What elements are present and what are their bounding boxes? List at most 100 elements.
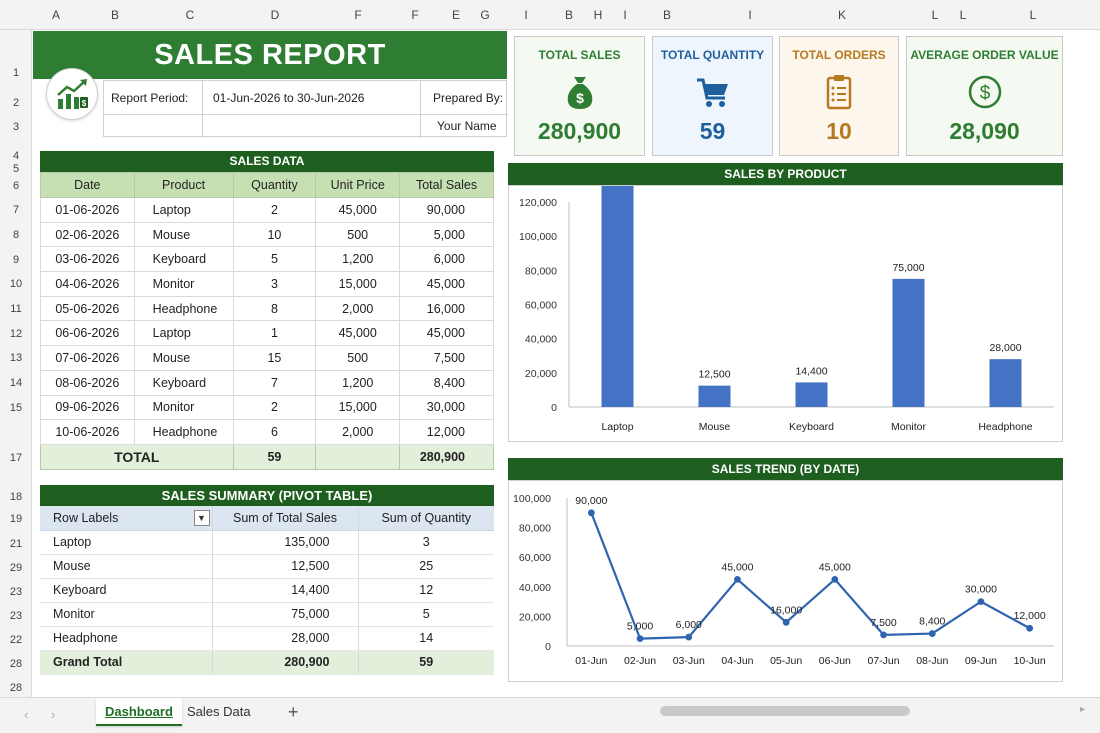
pivot-cell[interactable]: Mouse <box>40 554 213 579</box>
table-cell[interactable]: 15 <box>232 345 317 371</box>
table-cell[interactable]: Laptop <box>133 320 234 347</box>
column-header[interactable]: C <box>185 8 195 22</box>
pivot-header-row-labels[interactable]: Row Labels ▼ <box>40 506 213 531</box>
column-header[interactable]: D <box>270 8 280 22</box>
column-header[interactable]: L <box>1029 8 1037 22</box>
column-header[interactable]: G <box>480 8 490 22</box>
table-cell[interactable]: 45,000 <box>315 197 401 223</box>
table-cell[interactable]: 8,400 <box>399 369 494 396</box>
tab-dashboard[interactable]: Dashboard <box>96 698 182 726</box>
table-cell[interactable]: 7 <box>232 369 317 396</box>
table-cell[interactable]: 45,000 <box>399 320 494 347</box>
column-header[interactable]: H <box>593 8 603 22</box>
column-header[interactable]: E <box>451 8 460 22</box>
pivot-cell[interactable]: Headphone <box>40 626 213 651</box>
scroll-tabs-right-icon[interactable]: › <box>51 707 56 722</box>
pivot-cell[interactable]: Laptop <box>40 530 213 555</box>
column-header[interactable]: F <box>354 8 362 22</box>
pivot-cell[interactable]: 28,000 <box>212 626 359 651</box>
table-cell[interactable]: 05-06-2026 <box>40 295 135 322</box>
column-header[interactable]: K <box>837 8 846 22</box>
table-cell[interactable]: 45,000 <box>315 320 401 347</box>
row-header[interactable]: 8 <box>12 229 20 241</box>
table-cell[interactable]: 01-06-2026 <box>40 197 135 223</box>
column-header[interactable]: L <box>959 8 967 22</box>
table-cell[interactable]: 1,200 <box>315 369 401 396</box>
table-cell[interactable]: Monitor <box>133 271 234 297</box>
table-cell[interactable]: 08-06-2026 <box>40 369 135 396</box>
table-cell[interactable]: 03-06-2026 <box>40 246 135 273</box>
table-cell[interactable]: 500 <box>315 221 401 248</box>
table-cell[interactable]: 7,500 <box>399 345 494 371</box>
horizontal-scrollbar[interactable] <box>660 706 910 716</box>
table-cell[interactable]: Mouse <box>133 345 234 371</box>
table-cell[interactable]: 2,000 <box>315 419 401 445</box>
sales-by-product-chart[interactable]: 0 20,000 40,000 60,000 80,000 100,000 120,000 1… <box>508 159 1063 442</box>
pivot-cell[interactable]: 135,000 <box>212 530 359 555</box>
row-header[interactable]: 1 <box>12 67 20 79</box>
table-cell[interactable]: 06-06-2026 <box>40 320 135 347</box>
column-header[interactable]: I <box>524 8 528 22</box>
table-cell[interactable]: 15,000 <box>315 271 401 297</box>
pivot-cell[interactable]: 14 <box>358 626 494 651</box>
row-header[interactable]: 18 <box>9 491 23 503</box>
column-header[interactable]: B <box>110 8 119 22</box>
row-header[interactable]: 9 <box>12 254 20 266</box>
pivot-cell[interactable]: Keyboard <box>40 578 213 603</box>
column-header[interactable]: B <box>564 8 573 22</box>
pivot-cell[interactable]: 3 <box>358 530 494 555</box>
table-cell[interactable]: 09-06-2026 <box>40 394 135 421</box>
tab-sales-data[interactable]: Sales Data <box>187 704 251 719</box>
table-cell[interactable]: 5,000 <box>399 221 494 248</box>
row-header[interactable]: 13 <box>9 352 23 364</box>
table-cell[interactable]: 90,000 <box>399 197 494 223</box>
row-header[interactable]: 12 <box>9 328 23 340</box>
column-header[interactable]: I <box>623 8 627 22</box>
column-header[interactable]: I <box>748 8 752 22</box>
row-header[interactable]: 5 <box>12 163 20 175</box>
table-cell[interactable]: Monitor <box>133 394 234 421</box>
column-header[interactable]: L <box>931 8 939 22</box>
row-header[interactable]: 15 <box>9 402 23 414</box>
scroll-tabs-left-icon[interactable]: ‹ <box>24 707 29 722</box>
table-cell[interactable]: 10-06-2026 <box>40 419 135 445</box>
table-cell[interactable]: 12,000 <box>399 419 494 445</box>
table-cell[interactable]: 04-06-2026 <box>40 271 135 297</box>
row-header[interactable]: 28 <box>9 658 23 670</box>
pivot-cell[interactable]: 14,400 <box>212 578 359 603</box>
prepared-by-value[interactable]: Your Name <box>437 119 497 133</box>
row-header[interactable]: 3 <box>12 121 20 133</box>
table-cell[interactable]: 2 <box>232 197 317 223</box>
row-header[interactable]: 23 <box>9 610 23 622</box>
pivot-cell[interactable]: 12 <box>358 578 494 603</box>
column-header[interactable]: F <box>411 8 419 22</box>
row-header[interactable]: 17 <box>9 452 23 464</box>
row-header[interactable]: 28 <box>9 682 23 694</box>
row-header[interactable]: 19 <box>9 513 23 525</box>
pivot-cell[interactable]: Monitor <box>40 602 213 627</box>
table-cell[interactable]: 1,200 <box>315 246 401 273</box>
sales-trend-chart[interactable]: 0 20,000 40,000 60,000 80,000 100,000 90,000 01… <box>508 480 1063 682</box>
table-cell[interactable]: Headphone <box>133 419 234 445</box>
table-cell[interactable]: 16,000 <box>399 295 494 322</box>
row-header[interactable]: 6 <box>12 180 20 192</box>
report-period-value[interactable]: 01-Jun-2026 to 30-Jun-2026 <box>213 91 365 105</box>
scroll-right-icon[interactable]: ▸ <box>1080 704 1086 715</box>
filter-dropdown-icon[interactable]: ▼ <box>193 510 210 526</box>
table-cell[interactable]: 45,000 <box>399 271 494 297</box>
table-cell[interactable]: 30,000 <box>399 394 494 421</box>
row-header[interactable]: 4 <box>12 150 20 162</box>
pivot-cell[interactable]: 12,500 <box>212 554 359 579</box>
add-sheet-icon[interactable]: + <box>288 702 299 722</box>
table-cell[interactable]: 500 <box>315 345 401 371</box>
pivot-cell[interactable]: 75,000 <box>212 602 359 627</box>
row-header[interactable]: 29 <box>9 562 23 574</box>
table-cell[interactable]: Laptop <box>133 197 234 223</box>
row-header[interactable]: 2 <box>12 97 20 109</box>
table-cell[interactable]: 5 <box>232 246 317 273</box>
table-cell[interactable]: Mouse <box>133 221 234 248</box>
table-cell[interactable]: Keyboard <box>133 369 234 396</box>
table-cell[interactable]: 10 <box>232 221 317 248</box>
table-cell[interactable]: 6 <box>232 419 317 445</box>
row-header[interactable]: 23 <box>9 586 23 598</box>
